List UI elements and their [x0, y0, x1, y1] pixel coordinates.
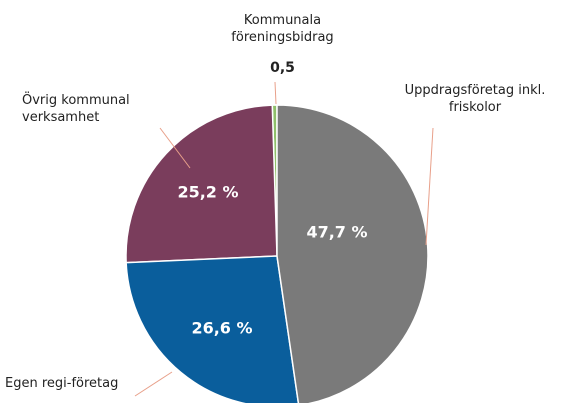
leader-line: [274, 81, 277, 105]
slice-label: Egen regi-företag: [5, 376, 119, 391]
slice-label: Uppdragsföretag inkl. friskolor: [404, 83, 546, 115]
value-label: 26,6 %: [191, 318, 253, 338]
pie-slice: [125, 104, 278, 264]
value-label: 25,2 %: [177, 182, 239, 202]
value-label: 47,7 %: [306, 222, 368, 242]
leader-line: [159, 127, 191, 169]
slice-label: Övrig kommunal verksamhet: [22, 93, 130, 125]
pie-slice: [125, 255, 300, 403]
leader-line: [425, 127, 434, 246]
leader-line: [134, 371, 173, 397]
pie-slice: [276, 104, 429, 403]
slice-label: Kommunala föreningsbidrag: [231, 13, 334, 45]
value-label: 0,5: [270, 60, 295, 76]
